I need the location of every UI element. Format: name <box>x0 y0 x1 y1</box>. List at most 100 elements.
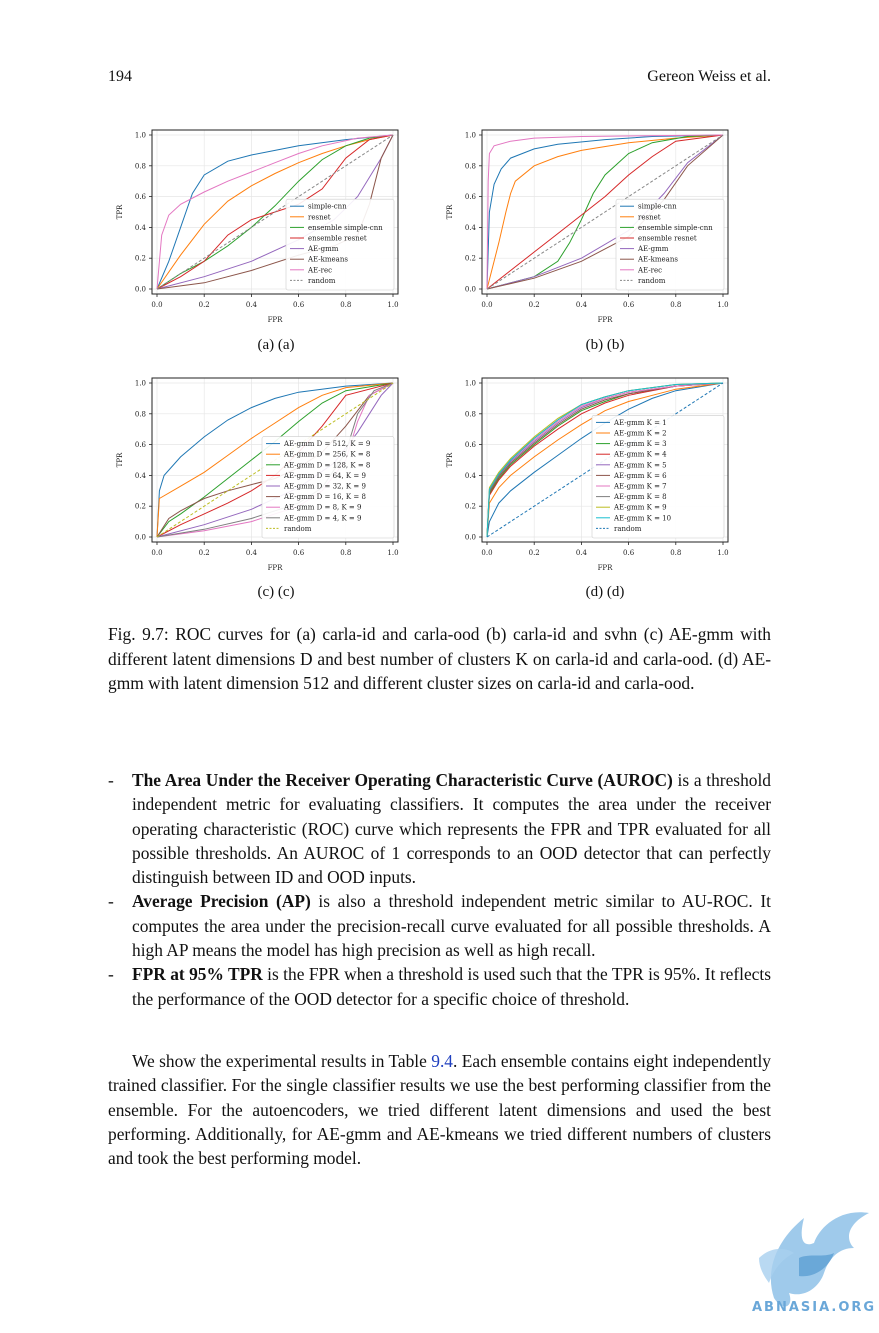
y-tick-label: 1.0 <box>465 132 476 140</box>
legend-label: ensemble simple-cnn <box>308 224 383 232</box>
series-line <box>156 382 394 538</box>
y-tick-label: 0.0 <box>135 534 146 542</box>
series-line <box>156 134 394 290</box>
series-line <box>486 134 724 290</box>
series-line <box>156 382 394 538</box>
x-axis-label: FPR <box>268 316 284 324</box>
y-tick-label: 0.4 <box>465 224 477 232</box>
metric-term: FPR at 95% TPR <box>132 964 263 985</box>
x-tick-label: 1.0 <box>387 301 398 309</box>
roc-chart-d: 0.0 0.2 0.4 0.6 0.8 1.0 0.0 0.2 0.4 0.6 0.8 1.0 FPR T… <box>446 377 729 572</box>
series-line <box>486 382 724 538</box>
legend-label: AE-gmm K = 5 <box>613 461 667 469</box>
series-line <box>486 382 724 538</box>
y-tick-label: 1.0 <box>135 132 146 140</box>
x-tick-label: 0.8 <box>340 301 351 309</box>
bullet-dash: - <box>108 770 114 790</box>
legend-label: AE-gmm <box>307 245 339 253</box>
series-line <box>156 134 394 290</box>
y-tick-label: 0.8 <box>135 410 146 418</box>
bullet-dash: - <box>108 891 114 912</box>
subcaption-d: (d) (d) <box>585 584 625 600</box>
roc-chart-b: 0.0 0.2 0.4 0.6 0.8 1.0 0.0 0.2 0.4 0.6 0.8 1.0 FPR T… <box>446 129 729 324</box>
y-tick-label: 0.0 <box>465 534 476 542</box>
legend-label: random <box>614 525 642 533</box>
legend-label: AE-rec <box>307 266 332 274</box>
table-reference-link[interactable]: 9.4 <box>431 1051 453 1071</box>
series-line <box>486 134 724 290</box>
legend-label: AE-gmm K = 4 <box>613 451 667 459</box>
x-tick-label: 0.0 <box>151 301 162 309</box>
x-tick-label: 0.2 <box>529 301 540 309</box>
series-line <box>156 382 394 538</box>
legend-label: AE-kmeans <box>637 256 678 264</box>
roc-chart-c: 0.0 0.2 0.4 0.6 0.8 1.0 0.0 0.2 0.4 0.6 0.8 1.0 FPR T… <box>116 377 399 572</box>
running-head: Gereon Weiss et al. <box>647 68 771 85</box>
y-tick-label: 0.8 <box>465 162 476 170</box>
legend-box <box>591 415 725 539</box>
legend-label: ensemble resnet <box>638 235 697 243</box>
subcaption-a: (a) (a) <box>257 337 295 353</box>
y-tick-label: 0.2 <box>465 503 476 511</box>
x-axis-label: FPR <box>598 564 614 572</box>
legend-label: AE-gmm D = 32, K = 9 <box>283 483 366 491</box>
y-tick-label: 0.6 <box>465 441 477 449</box>
y-tick-label: 0.0 <box>135 286 146 294</box>
y-axis-label: TPR <box>116 204 124 219</box>
legend-label: AE-gmm D = 4, K = 9 <box>283 514 361 522</box>
metric-description: is also a threshold independent metric s… <box>132 891 772 961</box>
legend-label: AE-gmm K = 9 <box>613 504 667 512</box>
plot-frame <box>481 129 729 295</box>
y-tick-label: 0.4 <box>135 472 147 480</box>
paragraph-text: We show the experimental results in Tabl… <box>132 1051 432 1071</box>
legend-label: AE-gmm D = 128, K = 8 <box>283 461 370 469</box>
list-item: - Average Precision (AP) is also a thresh… <box>108 889 771 962</box>
y-tick-label: 1.0 <box>465 380 476 388</box>
x-tick-label: 0.4 <box>246 549 258 557</box>
metric-term: The Area Under the Receiver Operating Ch… <box>132 770 673 790</box>
y-tick-label: 0.4 <box>465 472 477 480</box>
legend-label: AE-gmm K = 10 <box>613 514 671 522</box>
legend-label: AE-gmm K = 7 <box>613 483 667 491</box>
y-tick-label: 0.4 <box>135 224 147 232</box>
watermark-text: ABNASIA.ORG <box>752 1300 877 1315</box>
subcaption-c: (c) (c) <box>257 584 295 600</box>
phoenix-logo-icon <box>759 1212 869 1307</box>
x-tick-label: 1.0 <box>717 301 728 309</box>
x-tick-label: 0.0 <box>481 301 492 309</box>
y-tick-label: 0.2 <box>465 255 476 263</box>
list-item: - The Area Under the Receiver Operating C… <box>108 768 771 889</box>
series-line <box>486 382 724 538</box>
legend-box <box>261 436 395 539</box>
legend-label: resnet <box>638 213 661 221</box>
legend-label: random <box>308 277 336 285</box>
x-tick-label: 0.2 <box>199 549 210 557</box>
legend-label: AE-gmm D = 512, K = 9 <box>283 440 370 448</box>
x-tick-label: 0.4 <box>576 549 588 557</box>
legend-label: AE-gmm D = 16, K = 8 <box>283 493 366 501</box>
y-tick-label: 0.8 <box>135 162 146 170</box>
legend-box <box>615 198 725 291</box>
legend-label: AE-gmm <box>637 245 669 253</box>
metric-list: - The Area Under the Receiver Operating C… <box>108 768 771 1011</box>
x-tick-label: 0.6 <box>293 301 305 309</box>
y-tick-label: 1.0 <box>135 380 146 388</box>
body-paragraph: We show the experimental results in Tabl… <box>108 1049 771 1170</box>
legend-label: AE-gmm D = 8, K = 9 <box>283 504 361 512</box>
legend-label: AE-gmm K = 2 <box>613 430 667 438</box>
y-tick-label: 0.2 <box>135 503 146 511</box>
series-line <box>486 134 724 290</box>
page-number: 194 <box>108 68 132 85</box>
series-line <box>156 134 394 290</box>
x-tick-label: 0.2 <box>529 549 540 557</box>
bullet-dash: - <box>108 964 114 985</box>
y-axis-label: TPR <box>446 452 454 467</box>
x-tick-label: 0.4 <box>246 301 258 309</box>
legend-label: simple-cnn <box>308 203 347 211</box>
y-axis-label: TPR <box>446 204 454 219</box>
plot-frame <box>151 129 399 295</box>
y-tick-label: 0.8 <box>465 410 476 418</box>
legend-label: AE-gmm D = 64, K = 9 <box>283 472 366 480</box>
y-tick-label: 0.6 <box>135 193 147 201</box>
x-axis-label: FPR <box>268 564 284 572</box>
